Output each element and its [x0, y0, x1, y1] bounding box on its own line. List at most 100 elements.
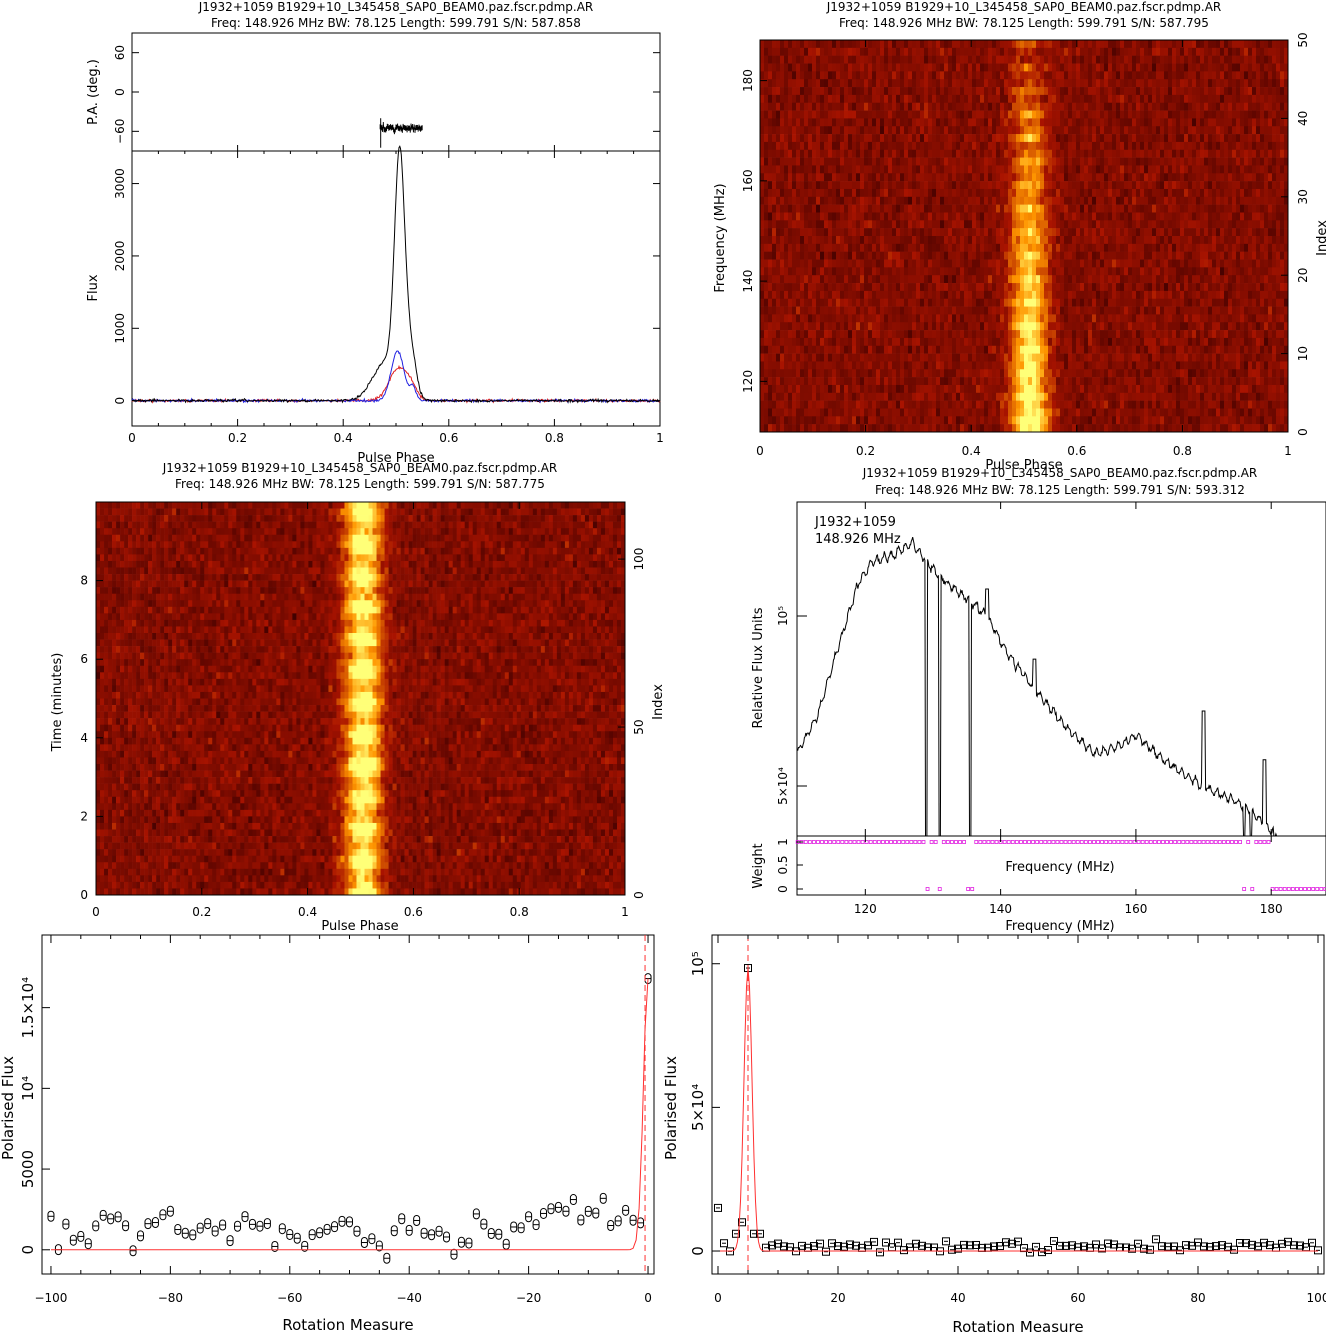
- heat-cell: [788, 118, 793, 127]
- heat-cell: [852, 314, 857, 323]
- heat-cell: [788, 228, 793, 237]
- heat-cell: [920, 259, 925, 268]
- heat-cell: [844, 71, 849, 80]
- heat-cell: [1084, 322, 1089, 331]
- heat-cell: [848, 322, 853, 331]
- heat-cell: [1024, 220, 1029, 229]
- heat-cell: [928, 63, 933, 72]
- heat-cell: [808, 165, 813, 174]
- heat-cell: [1196, 181, 1201, 190]
- heat-cell: [948, 283, 953, 292]
- heat-cell: [1104, 118, 1109, 127]
- heat-cell: [912, 306, 917, 315]
- heat-cell: [792, 110, 797, 119]
- heat-cell: [796, 47, 801, 56]
- heat-cell: [864, 134, 869, 143]
- heat-cell: [1272, 275, 1277, 284]
- heat-cell: [976, 243, 981, 252]
- heat-cell: [1216, 79, 1221, 88]
- heat-cell: [1120, 220, 1125, 229]
- heat-cell: [792, 126, 797, 135]
- heat-cell: [1268, 110, 1273, 119]
- heat-cell: [796, 126, 801, 135]
- heat-cell: [1036, 228, 1041, 237]
- heat-cell: [804, 322, 809, 331]
- heat-cell: [872, 55, 877, 64]
- heat-cell: [1052, 55, 1057, 64]
- heat-cell: [912, 102, 917, 111]
- heat-cell: [768, 290, 773, 300]
- heat-cell: [1140, 79, 1145, 88]
- heat-cell: [824, 149, 829, 158]
- heat-cell: [1208, 102, 1213, 111]
- heat-cell: [792, 298, 797, 307]
- heat-cell: [988, 94, 993, 104]
- heat-cell: [812, 134, 817, 143]
- heat-cell: [1028, 110, 1033, 119]
- heat-cell: [972, 79, 977, 88]
- heat-cell: [968, 165, 973, 174]
- heat-cell: [1100, 79, 1105, 88]
- heat-cell: [928, 79, 933, 88]
- heat-cell: [816, 188, 821, 198]
- heat-cell: [1156, 157, 1161, 166]
- heat-cell: [924, 55, 929, 64]
- heat-cell: [1188, 236, 1193, 245]
- heat-cell: [1000, 251, 1005, 260]
- heat-cell: [924, 71, 929, 80]
- heat-cell: [1088, 220, 1093, 229]
- heat-cell: [924, 94, 929, 104]
- heat-cell: [1124, 102, 1129, 111]
- heat-cell: [904, 118, 909, 127]
- heat-cell: [832, 63, 837, 72]
- heat-cell: [1176, 220, 1181, 229]
- heat-cell: [836, 298, 841, 307]
- heat-cell: [1208, 94, 1213, 104]
- heat-cell: [1024, 40, 1029, 49]
- heat-cell: [916, 220, 921, 229]
- heat-cell: [1016, 243, 1021, 252]
- heat-cell: [1068, 243, 1073, 252]
- heat-cell: [900, 157, 905, 166]
- heat-cell: [840, 87, 845, 96]
- heat-cell: [1204, 298, 1209, 307]
- heat-cell: [948, 259, 953, 268]
- heat-cell: [904, 322, 909, 331]
- heat-cell: [1160, 55, 1165, 64]
- heat-cell: [880, 306, 885, 315]
- heat-cell: [988, 290, 993, 300]
- heat-cell: [1080, 204, 1085, 213]
- heat-cell: [1180, 94, 1185, 104]
- heat-cell: [1140, 314, 1145, 323]
- heat-cell: [840, 118, 845, 127]
- heat-cell: [1028, 102, 1033, 111]
- heat-cell: [1140, 134, 1145, 143]
- heat-cell: [956, 149, 961, 158]
- heat-cell: [1004, 236, 1009, 245]
- heat-cell: [864, 157, 869, 166]
- heat-cell: [1264, 134, 1269, 143]
- heat-cell: [1068, 79, 1073, 88]
- heat-cell: [928, 181, 933, 190]
- heat-cell: [1004, 63, 1009, 72]
- heat-cell: [1180, 149, 1185, 158]
- heat-cell: [1112, 188, 1117, 198]
- pa-y-ticklabel: 60: [113, 45, 127, 60]
- heat-cell: [968, 87, 973, 96]
- heat-cell: [828, 134, 833, 143]
- heat-cell: [1108, 149, 1113, 158]
- heat-cell: [776, 181, 781, 190]
- heat-cell: [892, 134, 897, 143]
- heat-cell: [1084, 275, 1089, 284]
- heat-cell: [928, 283, 933, 292]
- heat-cell: [1140, 259, 1145, 268]
- heat-cell: [820, 47, 825, 56]
- heat-cell: [876, 243, 881, 252]
- heat-cell: [876, 157, 881, 166]
- heat-cell: [800, 79, 805, 88]
- heat-cell: [1044, 306, 1049, 315]
- heat-cell: [1108, 134, 1113, 143]
- heat-cell: [888, 290, 893, 300]
- heat-cell: [920, 102, 925, 111]
- heat-cell: [896, 275, 901, 284]
